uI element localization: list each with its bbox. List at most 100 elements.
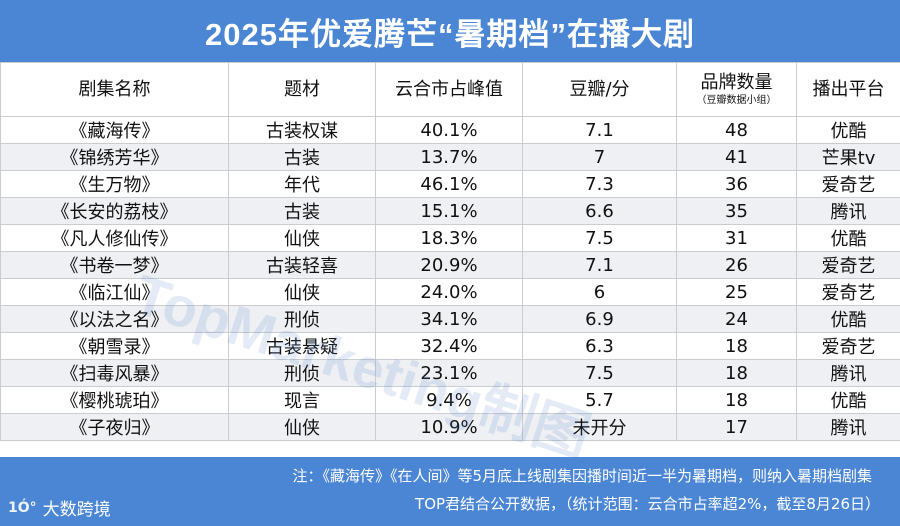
cell-douban: 6.3	[522, 332, 677, 360]
cell-douban: 7	[522, 143, 677, 171]
cell-share: 40.1%	[375, 116, 523, 144]
cell-brands: 17	[676, 413, 797, 441]
brand-logo: 1Ó° 大数跨境	[8, 495, 111, 521]
table-row: 《书卷一梦》 古装轻喜 20.9% 7.1 26 爱奇艺	[0, 251, 900, 279]
cell-name: 《书卷一梦》	[0, 251, 229, 279]
cell-brands: 18	[676, 386, 797, 414]
cell-platform: 腾讯	[796, 197, 900, 225]
cell-platform: 优酷	[796, 224, 900, 252]
drama-table: 剧集名称 题材 云合市占峰值 豆瓣/分 品牌数量 （豆瓣数据小组） 播出平台 《…	[0, 62, 900, 441]
column-header-brands: 品牌数量 （豆瓣数据小组）	[676, 62, 797, 117]
footer: 注：《藏海传》《在人间》等5月底上线剧集因播时间近一半为暑期档，则纳入暑期档剧集…	[0, 457, 900, 526]
cell-name: 《子夜归》	[0, 413, 229, 441]
footnote-line-2: TOP君结合公开数据，（统计范围：云合市占率超2%，截至8月26日）	[415, 495, 880, 513]
cell-name: 《藏海传》	[0, 116, 229, 144]
cell-genre: 古装轻喜	[228, 251, 376, 279]
cell-share: 9.4%	[375, 386, 523, 414]
cell-share: 32.4%	[375, 332, 523, 360]
cell-brands: 26	[676, 251, 797, 279]
cell-platform: 爱奇艺	[796, 170, 900, 198]
table-row: 《长安的荔枝》 古装 15.1% 6.6 35 腾讯	[0, 197, 900, 225]
table-row: 《生万物》 年代 46.1% 7.3 36 爱奇艺	[0, 170, 900, 198]
cell-share: 18.3%	[375, 224, 523, 252]
cell-share: 23.1%	[375, 359, 523, 387]
cell-platform: 腾讯	[796, 359, 900, 387]
table-row: 《樱桃琥珀》 现言 9.4% 5.7 18 优酷	[0, 386, 900, 414]
cell-genre: 古装权谋	[228, 116, 376, 144]
cell-brands: 18	[676, 332, 797, 360]
table-row: 《锦绣芳华》 古装 13.7% 7 41 芒果tv	[0, 143, 900, 171]
cell-share: 24.0%	[375, 278, 523, 306]
cell-platform: 优酷	[796, 116, 900, 144]
cell-name: 《扫毒风暴》	[0, 359, 229, 387]
cell-name: 《生万物》	[0, 170, 229, 198]
table-row: 《朝雪录》 古装悬疑 32.4% 6.3 18 爱奇艺	[0, 332, 900, 360]
cell-name: 《朝雪录》	[0, 332, 229, 360]
cell-brands: 48	[676, 116, 797, 144]
table-row: 《子夜归》 仙侠 10.9% 未开分 17 腾讯	[0, 413, 900, 441]
column-header-brands-sub: （豆瓣数据小组）	[696, 95, 777, 106]
cell-name: 《凡人修仙传》	[0, 224, 229, 252]
cell-platform: 芒果tv	[796, 143, 900, 171]
page-title: 2025年优爱腾芒“暑期档”在播大剧	[0, 0, 900, 62]
cell-brands: 24	[676, 305, 797, 333]
cell-share: 13.7%	[375, 143, 523, 171]
cell-genre: 仙侠	[228, 413, 376, 441]
cell-name: 《临江仙》	[0, 278, 229, 306]
logo-icon: 1Ó°	[8, 499, 37, 516]
cell-douban: 7.5	[522, 359, 677, 387]
cell-genre: 刑侦	[228, 305, 376, 333]
cell-platform: 优酷	[796, 305, 900, 333]
cell-douban: 6	[522, 278, 677, 306]
cell-brands: 41	[676, 143, 797, 171]
table-row: 《凡人修仙传》 仙侠 18.3% 7.5 31 优酷	[0, 224, 900, 252]
cell-name: 《樱桃琥珀》	[0, 386, 229, 414]
table-row: 《扫毒风暴》 刑侦 23.1% 7.5 18 腾讯	[0, 359, 900, 387]
cell-douban: 5.7	[522, 386, 677, 414]
cell-genre: 仙侠	[228, 224, 376, 252]
cell-brands: 35	[676, 197, 797, 225]
column-header-platform: 播出平台	[796, 62, 900, 117]
cell-share: 34.1%	[375, 305, 523, 333]
cell-genre: 现言	[228, 386, 376, 414]
cell-brands: 25	[676, 278, 797, 306]
cell-genre: 年代	[228, 170, 376, 198]
table-header-row: 剧集名称 题材 云合市占峰值 豆瓣/分 品牌数量 （豆瓣数据小组） 播出平台	[0, 62, 900, 117]
footnote-line-1: 注：《藏海传》《在人间》等5月底上线剧集因播时间近一半为暑期档，则纳入暑期档剧集	[292, 467, 872, 485]
cell-name: 《锦绣芳华》	[0, 143, 229, 171]
column-header-name: 剧集名称	[0, 62, 229, 117]
cell-share: 20.9%	[375, 251, 523, 279]
cell-platform: 腾讯	[796, 413, 900, 441]
column-header-genre: 题材	[228, 62, 376, 117]
cell-genre: 古装悬疑	[228, 332, 376, 360]
cell-share: 46.1%	[375, 170, 523, 198]
column-header-share: 云合市占峰值	[375, 62, 523, 117]
cell-douban: 7.3	[522, 170, 677, 198]
cell-douban: 7.1	[522, 251, 677, 279]
cell-name: 《长安的荔枝》	[0, 197, 229, 225]
cell-douban: 未开分	[522, 413, 677, 441]
cell-platform: 爱奇艺	[796, 332, 900, 360]
column-header-douban: 豆瓣/分	[522, 62, 677, 117]
cell-brands: 18	[676, 359, 797, 387]
table-row: 《以法之名》 刑侦 34.1% 6.9 24 优酷	[0, 305, 900, 333]
cell-douban: 6.6	[522, 197, 677, 225]
cell-platform: 优酷	[796, 386, 900, 414]
cell-platform: 爱奇艺	[796, 251, 900, 279]
cell-douban: 7.5	[522, 224, 677, 252]
cell-douban: 7.1	[522, 116, 677, 144]
cell-brands: 36	[676, 170, 797, 198]
cell-douban: 6.9	[522, 305, 677, 333]
cell-share: 10.9%	[375, 413, 523, 441]
cell-name: 《以法之名》	[0, 305, 229, 333]
logo-text: 大数跨境	[42, 500, 111, 520]
table-row: 《临江仙》 仙侠 24.0% 6 25 爱奇艺	[0, 278, 900, 306]
cell-genre: 古装	[228, 143, 376, 171]
cell-brands: 31	[676, 224, 797, 252]
cell-genre: 古装	[228, 197, 376, 225]
table-row: 《藏海传》 古装权谋 40.1% 7.1 48 优酷	[0, 116, 900, 144]
cell-platform: 爱奇艺	[796, 278, 900, 306]
cell-share: 15.1%	[375, 197, 523, 225]
cell-genre: 仙侠	[228, 278, 376, 306]
cell-genre: 刑侦	[228, 359, 376, 387]
